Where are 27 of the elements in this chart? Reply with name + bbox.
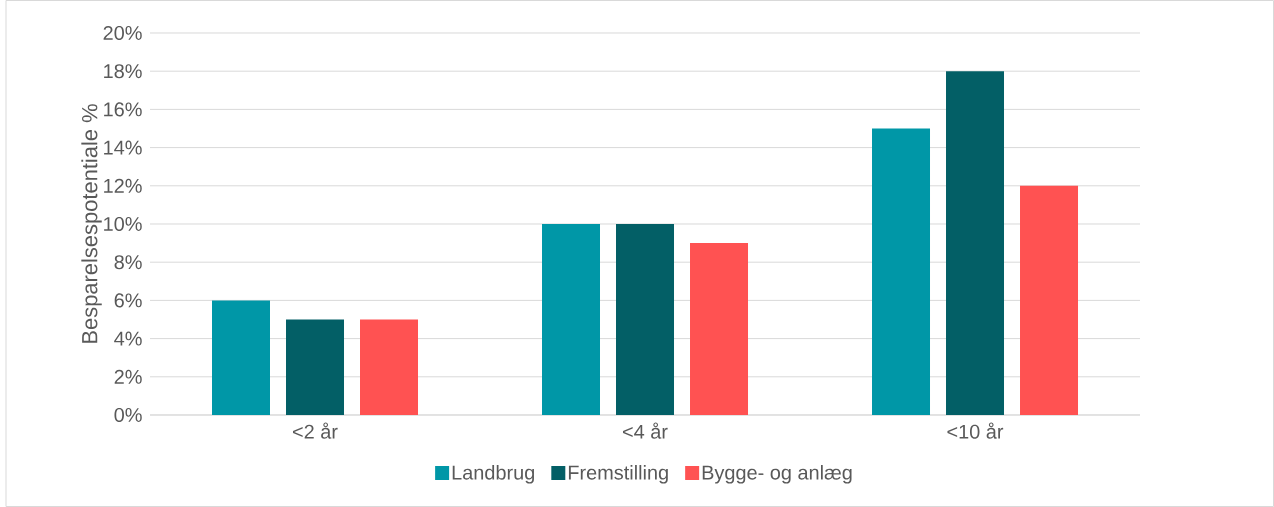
legend-label: Bygge- og anlæg [702, 465, 852, 484]
y-tick-label: 12% [104, 178, 142, 193]
bar [212, 300, 270, 415]
legend-label: Fremstilling [568, 465, 668, 484]
x-tick-label: <2 år [293, 422, 338, 439]
y-tick-label: 20% [103, 25, 142, 41]
y-tick-label: 6% [114, 293, 142, 308]
y-tick-label: 4% [114, 331, 142, 346]
y-tick-label: 14% [104, 140, 142, 155]
x-tick-label: <10 år [947, 422, 1004, 439]
bar [1020, 185, 1079, 415]
bar [690, 243, 749, 415]
y-tick-label: 0% [114, 407, 142, 423]
legend-label: Landbrug [452, 465, 535, 484]
bar [616, 224, 675, 415]
y-tick-label: 10% [104, 216, 142, 232]
bar [360, 319, 418, 415]
y-tick-label: 18% [104, 64, 142, 79]
y-tick-label: 16% [104, 102, 142, 117]
y-axis-title: Besparelsespotentiale % [81, 104, 102, 343]
bar [542, 224, 600, 415]
y-tick-label: 8% [114, 255, 142, 270]
bar [286, 319, 344, 415]
bar [946, 71, 1005, 415]
x-tick-label: <4 år [623, 422, 668, 439]
bar [872, 128, 931, 415]
y-tick-label: 2% [114, 369, 142, 384]
